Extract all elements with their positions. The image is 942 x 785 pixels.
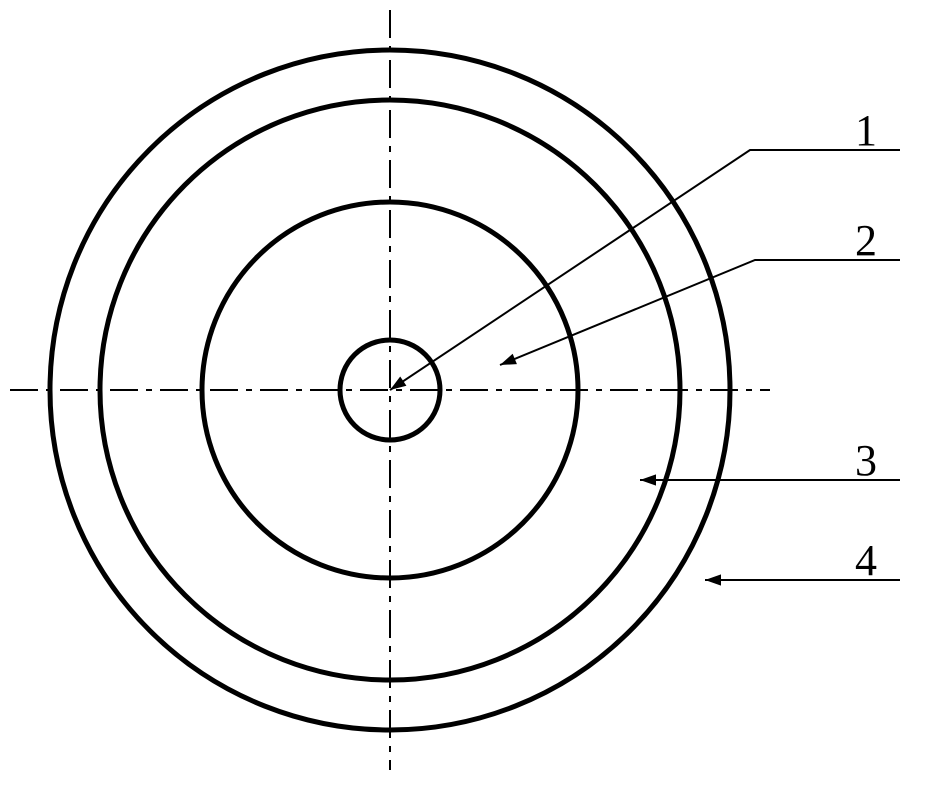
callout-label-2: 2 <box>855 216 877 265</box>
diagram-root: 1 2 3 4 <box>0 0 942 785</box>
callout-label-1: 1 <box>855 106 877 155</box>
diagram-svg: 1 2 3 4 <box>0 0 942 785</box>
callout-label-4: 4 <box>855 536 877 585</box>
callout-label-3: 3 <box>855 436 877 485</box>
